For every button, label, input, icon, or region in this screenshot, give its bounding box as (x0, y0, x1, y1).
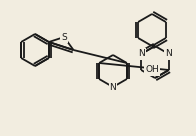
Text: N: N (110, 83, 116, 92)
Text: S: S (61, 33, 67, 42)
Text: N: N (138, 50, 144, 58)
Text: OH: OH (145, 66, 159, 75)
Text: N: N (165, 50, 172, 58)
